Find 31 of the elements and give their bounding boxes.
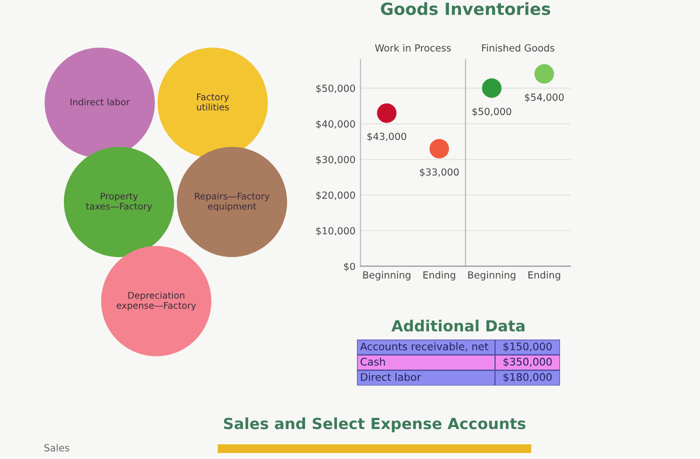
y-tick-label: Sales <box>44 444 70 452</box>
category-label: Depreciation expense—Factory <box>116 292 196 311</box>
category-label: Cash <box>360 358 385 366</box>
y-tick-label: $10,000 <box>316 226 355 236</box>
chart-subtitle: Finished Goods <box>482 44 554 52</box>
chart-subtitle: Work in Process <box>375 44 451 52</box>
chart-title: Sales and Select Expense Accounts <box>224 417 526 432</box>
x-tick-label: Ending <box>528 271 560 280</box>
category-label: Repairs—Factory equipment <box>195 192 270 212</box>
data-label: $50,000 <box>472 108 512 116</box>
text: Additional Data <box>391 320 524 332</box>
data-label: $54,000 <box>524 93 564 102</box>
y-tick-label: $40,000 <box>316 120 355 129</box>
data-label: $43,000 <box>367 132 406 142</box>
category-label: Property taxes—Factory <box>86 192 152 212</box>
y-tick-label: $30,000 <box>316 156 355 165</box>
x-tick-label: Beginning <box>468 271 516 280</box>
y-tick-label: $50,000 <box>316 84 355 94</box>
data-label: $33,000 <box>420 168 459 177</box>
y-tick-label: $0 <box>344 262 355 272</box>
text: $350,000 <box>504 358 552 368</box>
category-label: Factory utilities <box>196 94 229 110</box>
category-label: Indirect labor <box>70 98 130 106</box>
chart-title: Goods Inventories <box>380 2 550 16</box>
text: $150,000 <box>504 342 552 352</box>
text: $180,000 <box>504 372 552 382</box>
x-tick-label: Ending <box>423 271 456 280</box>
category-label: Accounts receivable, net <box>360 342 488 352</box>
x-tick-label: Beginning <box>363 271 410 280</box>
category-label: Direct labor <box>361 372 422 381</box>
y-tick-label: $20,000 <box>316 191 355 200</box>
